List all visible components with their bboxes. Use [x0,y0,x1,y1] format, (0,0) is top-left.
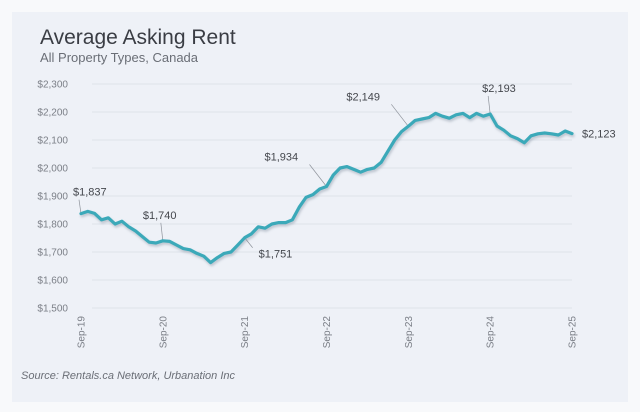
x-tick-label: Sep-23 [404,316,415,349]
x-tick-label: Sep-19 [77,316,88,349]
annotation-leader [487,95,491,114]
annotation-leader [160,222,164,241]
annotation-leader [309,164,327,187]
data-label: $1,934 [265,151,299,163]
data-label: $1,740 [143,210,177,222]
data-label: $2,123 [582,129,616,141]
chart-title: Average Asking Rent [40,26,236,49]
y-tick-label: $1,600 [37,276,68,287]
y-tick-label: $1,800 [37,220,68,231]
x-tick-label: Sep-22 [322,316,333,349]
annotation-leader [78,199,82,214]
data-label: $1,837 [73,187,107,199]
annotation-leader [391,104,409,127]
y-tick-label: $1,900 [37,192,68,203]
x-tick-label: Sep-21 [240,316,251,349]
data-line [79,111,574,265]
y-tick-label: $1,500 [37,304,68,315]
data-label: $1,751 [259,249,293,261]
x-tick-label: Sep-20 [158,316,169,349]
y-tick-label: $2,200 [37,108,68,119]
data-label: $2,193 [482,83,516,95]
x-tick-label: Sep-24 [486,316,497,349]
y-tick-label: $1,700 [37,248,68,259]
data-label: $2,149 [346,91,380,103]
x-tick-label: Sep-25 [568,316,579,349]
y-tick-label: $2,100 [37,136,68,147]
y-tick-label: $2,300 [37,80,68,91]
chart-subtitle: All Property Types, Canada [40,50,199,65]
y-tick-label: $2,000 [37,164,68,175]
annotation-leader [244,237,253,248]
chart-card [12,12,628,402]
source-note: Source: Rentals.ca Network, Urbanation I… [21,370,235,382]
